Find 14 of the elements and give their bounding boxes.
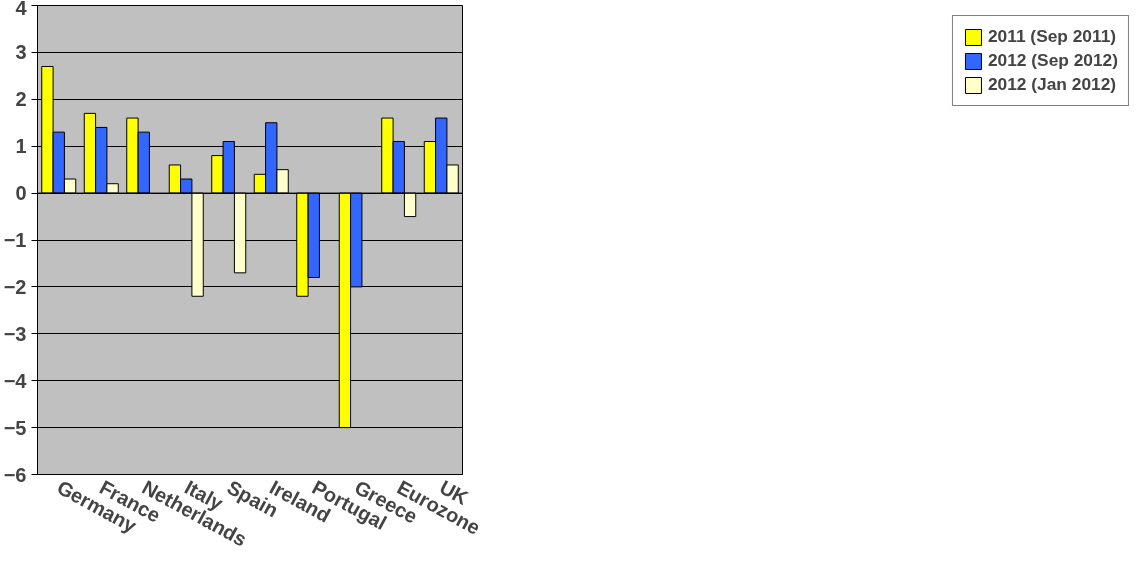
y-tick-label: −4 [3,369,28,392]
y-tick-label: 2 [15,88,27,111]
legend-label: 2012 (Sep 2012) [987,50,1118,71]
y-tick-label: 1 [15,135,27,158]
legend-label: 2011 (Sep 2011) [987,26,1117,47]
legend-label: 2012 (Jan 2012) [987,74,1117,95]
y-tick-label: −6 [3,463,27,486]
y-tick-label: −1 [3,229,27,251]
y-tick-label: 0 [15,182,27,205]
y-tick-label: −3 [3,322,27,345]
y-tick-label: 4 [15,0,28,19]
y-tick-label: −2 [3,275,27,298]
y-tick-label: −5 [3,416,27,439]
y-tick-label: 3 [15,41,27,64]
